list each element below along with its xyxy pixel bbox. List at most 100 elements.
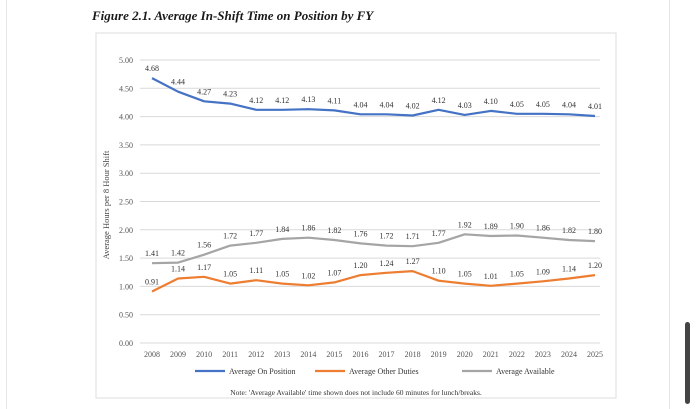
data-label: 1.42 [171, 249, 185, 258]
data-label: 1.14 [171, 264, 185, 273]
data-label: 1.05 [223, 270, 237, 279]
y-axis-label: Average Hours per 8 Hour Shift [101, 150, 111, 259]
data-label: 1.89 [484, 222, 498, 231]
data-label: 1.11 [249, 266, 263, 275]
data-label: 1.24 [380, 259, 394, 268]
y-tick-label: 4.00 [119, 113, 133, 122]
y-tick-label: 1.00 [119, 282, 133, 291]
data-label: 1.05 [275, 270, 289, 279]
data-label: 4.05 [510, 100, 524, 109]
data-label: 4.44 [171, 78, 185, 87]
data-label: 4.12 [249, 96, 263, 105]
x-axis-ticks: 2008 2009 2010 2011 2012 2013 2014 2015 2016 2017… [144, 350, 603, 359]
data-label: 1.09 [536, 267, 550, 276]
data-label: 4.13 [301, 95, 315, 104]
data-label: 1.71 [406, 232, 420, 241]
data-label: 4.23 [223, 90, 237, 99]
data-label: 1.05 [510, 270, 524, 279]
data-label: 1.14 [562, 264, 576, 273]
data-label: 4.04 [353, 100, 367, 109]
data-label: 4.04 [380, 100, 394, 109]
data-label: 1.01 [484, 272, 498, 281]
data-label: 1.77 [249, 229, 263, 238]
y-tick-label: 2.50 [119, 198, 133, 207]
chart-note: Note: 'Average Available' time shown doe… [230, 388, 482, 397]
y-tick-label: 0.50 [119, 311, 133, 320]
y-tick-label: 3.50 [119, 141, 133, 150]
grid-lines [140, 59, 600, 344]
data-label: 4.03 [458, 101, 472, 110]
data-labels: 4.68 4.44 4.27 4.23 4.12 4.12 4.13 4.11 4.04 4.04… [145, 64, 602, 286]
data-label: 1.90 [510, 221, 524, 230]
data-label: 4.05 [536, 100, 550, 109]
data-label: 1.41 [145, 249, 159, 258]
data-label: 4.12 [432, 96, 446, 105]
data-label: 4.12 [275, 96, 289, 105]
data-label: 1.82 [327, 226, 341, 235]
data-label: 1.86 [301, 224, 315, 233]
series-line-2 [151, 233, 596, 265]
x-tick-label: 2009 [170, 350, 186, 359]
x-tick-label: 2019 [431, 350, 447, 359]
data-label: 4.04 [562, 100, 576, 109]
legend-label: Average Other Duties [349, 367, 419, 376]
document-page [6, 0, 670, 409]
data-label: 4.68 [145, 64, 159, 73]
y-tick-label: 2.00 [119, 226, 133, 235]
data-label: 1.56 [197, 241, 211, 250]
figure-title: Figure 2.1. Average In-Shift Time on Pos… [92, 8, 374, 23]
x-tick-label: 2008 [144, 350, 160, 359]
x-tick-label: 2010 [196, 350, 212, 359]
data-label: 1.92 [458, 220, 472, 229]
y-tick-label: 3.00 [119, 169, 133, 178]
x-tick-label: 2022 [509, 350, 525, 359]
data-label: 1.76 [353, 229, 367, 238]
y-tick-label: 5.00 [119, 56, 133, 65]
data-label: 4.11 [328, 96, 342, 105]
data-label: 1.20 [353, 261, 367, 270]
data-label: 1.72 [223, 232, 237, 241]
data-label: 1.86 [536, 224, 550, 233]
legend: Average On Position Average Other Duties A… [195, 367, 555, 376]
data-label: 1.02 [301, 271, 315, 280]
data-label: 1.72 [380, 232, 394, 241]
y-tick-label: 0.00 [119, 339, 133, 348]
x-tick-label: 2014 [300, 350, 316, 359]
x-tick-label: 2025 [587, 350, 603, 359]
x-tick-label: 2024 [561, 350, 577, 359]
data-label: 1.80 [588, 227, 602, 236]
x-tick-label: 2018 [405, 350, 421, 359]
data-label: 4.10 [484, 97, 498, 106]
data-label: 1.77 [432, 229, 446, 238]
data-label: 0.91 [145, 277, 159, 286]
y-axis-ticks: 0.00 0.50 1.00 1.50 2.00 2.50 3.00 3.50 4.00 4.50… [119, 56, 133, 348]
legend-label: Average On Position [229, 367, 296, 376]
y-tick-label: 1.50 [119, 254, 133, 263]
x-tick-label: 2023 [535, 350, 551, 359]
data-label: 1.17 [197, 263, 211, 272]
data-label: 1.82 [562, 226, 576, 235]
data-label: 4.02 [406, 101, 420, 110]
series-line-1 [151, 270, 596, 293]
chart-border [95, 32, 617, 399]
data-label: 1.10 [432, 267, 446, 276]
x-tick-label: 2021 [483, 350, 499, 359]
series-line-0 [151, 77, 596, 118]
scrollbar-thumb[interactable] [685, 322, 690, 404]
data-label: 1.27 [406, 257, 420, 266]
x-tick-label: 2011 [222, 350, 238, 359]
x-tick-label: 2016 [352, 350, 368, 359]
y-tick-label: 4.50 [119, 84, 133, 93]
data-label: 1.20 [588, 261, 602, 270]
x-tick-label: 2017 [379, 350, 395, 359]
x-tick-label: 2020 [457, 350, 473, 359]
series-lines [151, 77, 596, 293]
data-label: 1.84 [275, 225, 289, 234]
data-label: 4.01 [588, 102, 602, 111]
data-label: 1.07 [327, 268, 341, 277]
x-tick-label: 2015 [326, 350, 342, 359]
legend-label: Average Available [496, 367, 555, 376]
data-label: 1.05 [458, 270, 472, 279]
x-tick-label: 2012 [248, 350, 264, 359]
